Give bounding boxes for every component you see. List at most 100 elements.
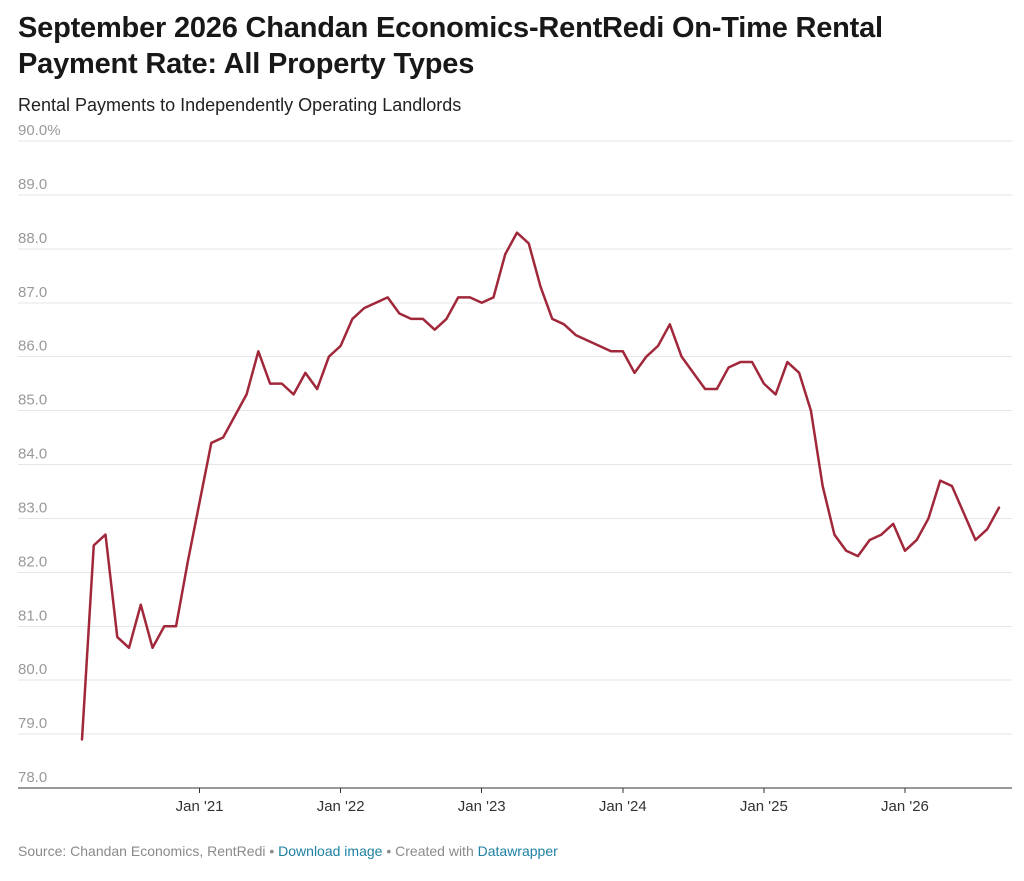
y-tick-label: 86.0 bbox=[18, 338, 47, 355]
data-point[interactable] bbox=[982, 524, 992, 534]
data-point[interactable] bbox=[735, 357, 745, 367]
data-point[interactable] bbox=[488, 292, 498, 302]
data-point[interactable] bbox=[312, 384, 322, 394]
data-point[interactable] bbox=[994, 503, 1004, 513]
y-tick-label: 87.0 bbox=[18, 284, 47, 301]
data-point[interactable] bbox=[923, 513, 933, 523]
x-tick-label: Jan '25 bbox=[740, 798, 788, 815]
data-point[interactable] bbox=[888, 519, 898, 529]
data-point[interactable] bbox=[465, 292, 475, 302]
data-point[interactable] bbox=[347, 314, 357, 324]
data-point[interactable] bbox=[630, 368, 640, 378]
y-tick-label: 81.0 bbox=[18, 607, 47, 624]
data-point[interactable] bbox=[935, 476, 945, 486]
data-point[interactable] bbox=[195, 497, 205, 507]
x-tick-label: Jan '24 bbox=[599, 798, 647, 815]
y-tick-label: 79.0 bbox=[18, 715, 47, 732]
data-point[interactable] bbox=[206, 438, 216, 448]
data-point[interactable] bbox=[606, 346, 616, 356]
data-point[interactable] bbox=[430, 325, 440, 335]
data-point[interactable] bbox=[724, 362, 734, 372]
data-point[interactable] bbox=[688, 368, 698, 378]
data-point[interactable] bbox=[371, 298, 381, 308]
data-point[interactable] bbox=[383, 292, 393, 302]
data-point[interactable] bbox=[77, 734, 87, 744]
data-point[interactable] bbox=[183, 557, 193, 567]
download-image-link[interactable]: Download image bbox=[278, 843, 383, 859]
data-point[interactable] bbox=[700, 384, 710, 394]
data-point[interactable] bbox=[583, 335, 593, 345]
y-tick-label: 85.0 bbox=[18, 392, 47, 409]
datawrapper-link[interactable]: Datawrapper bbox=[477, 843, 558, 859]
data-point[interactable] bbox=[500, 249, 510, 259]
data-point[interactable] bbox=[159, 621, 169, 631]
data-point[interactable] bbox=[841, 546, 851, 556]
data-point[interactable] bbox=[230, 411, 240, 421]
data-point[interactable] bbox=[242, 389, 252, 399]
y-axis-tick-labels: 78.0 79.0 80.0 81.0 82.0 83.0 84.0 85.0 86.0 87.0… bbox=[18, 122, 61, 786]
data-point[interactable] bbox=[900, 546, 910, 556]
data-point[interactable] bbox=[136, 600, 146, 610]
data-point[interactable] bbox=[477, 298, 487, 308]
data-point[interactable] bbox=[359, 303, 369, 313]
data-point[interactable] bbox=[970, 535, 980, 545]
data-point[interactable] bbox=[289, 389, 299, 399]
data-point[interactable] bbox=[277, 379, 287, 389]
data-point[interactable] bbox=[865, 535, 875, 545]
data-point[interactable] bbox=[747, 357, 757, 367]
data-point[interactable] bbox=[959, 508, 969, 518]
data-point[interactable] bbox=[253, 346, 263, 356]
data-point[interactable] bbox=[406, 314, 416, 324]
data-point[interactable] bbox=[453, 292, 463, 302]
data-point[interactable] bbox=[641, 352, 651, 362]
data-point[interactable] bbox=[712, 384, 722, 394]
data-point[interactable] bbox=[148, 643, 158, 653]
data-point[interactable] bbox=[759, 379, 769, 389]
gridlines bbox=[18, 140, 1012, 789]
data-point[interactable] bbox=[559, 319, 569, 329]
created-with-text: Created with bbox=[395, 843, 478, 859]
data-point[interactable] bbox=[547, 314, 557, 324]
data-point[interactable] bbox=[818, 481, 828, 491]
data-point[interactable] bbox=[512, 228, 522, 238]
data-point[interactable] bbox=[171, 621, 181, 631]
data-point[interactable] bbox=[324, 352, 334, 362]
x-tick-label: Jan '23 bbox=[458, 798, 506, 815]
data-point[interactable] bbox=[771, 389, 781, 399]
data-point[interactable] bbox=[571, 330, 581, 340]
data-point[interactable] bbox=[853, 551, 863, 561]
data-point[interactable] bbox=[912, 535, 922, 545]
data-point[interactable] bbox=[536, 282, 546, 292]
chart-subtitle: Rental Payments to Independently Operati… bbox=[18, 95, 462, 115]
source-note: Source: Chandan Economics, RentRedi bbox=[18, 843, 266, 859]
data-point[interactable] bbox=[829, 530, 839, 540]
data-point[interactable] bbox=[418, 314, 428, 324]
data-point[interactable] bbox=[677, 352, 687, 362]
y-tick-label: 78.0 bbox=[18, 769, 47, 786]
data-point[interactable] bbox=[618, 346, 628, 356]
data-point[interactable] bbox=[653, 341, 663, 351]
data-point[interactable] bbox=[89, 540, 99, 550]
data-point[interactable] bbox=[218, 433, 228, 443]
data-point[interactable] bbox=[782, 357, 792, 367]
data-point[interactable] bbox=[101, 530, 111, 540]
y-tick-label: 88.0 bbox=[18, 230, 47, 247]
data-point[interactable] bbox=[441, 314, 451, 324]
data-point[interactable] bbox=[300, 368, 310, 378]
data-point[interactable] bbox=[265, 379, 275, 389]
data-point[interactable] bbox=[947, 481, 957, 491]
data-point[interactable] bbox=[112, 632, 122, 642]
x-tick-label: Jan '22 bbox=[317, 798, 365, 815]
data-point[interactable] bbox=[665, 319, 675, 329]
data-point[interactable] bbox=[394, 309, 404, 319]
data-point[interactable] bbox=[336, 341, 346, 351]
data-point[interactable] bbox=[876, 530, 886, 540]
data-point[interactable] bbox=[524, 238, 534, 248]
y-tick-label: 80.0 bbox=[18, 661, 47, 678]
data-point[interactable] bbox=[806, 406, 816, 416]
series-line bbox=[80, 231, 1001, 741]
data-point[interactable] bbox=[124, 643, 134, 653]
data-point[interactable] bbox=[594, 341, 604, 351]
data-point[interactable] bbox=[794, 368, 804, 378]
